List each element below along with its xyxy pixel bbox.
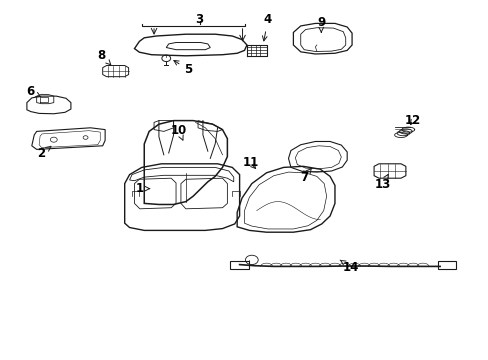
Text: 14: 14 <box>340 260 359 274</box>
Text: 6: 6 <box>27 85 41 98</box>
Text: 9: 9 <box>317 16 325 32</box>
Text: 11: 11 <box>242 156 258 169</box>
Text: 12: 12 <box>404 114 421 127</box>
Text: 13: 13 <box>373 175 390 191</box>
Text: 4: 4 <box>262 13 271 41</box>
Text: 2: 2 <box>38 146 51 160</box>
Text: 3: 3 <box>195 13 203 26</box>
Text: 8: 8 <box>97 49 110 65</box>
Text: 1: 1 <box>135 182 149 195</box>
Text: 5: 5 <box>174 60 192 76</box>
Text: 10: 10 <box>170 124 186 140</box>
Text: 7: 7 <box>300 168 311 184</box>
